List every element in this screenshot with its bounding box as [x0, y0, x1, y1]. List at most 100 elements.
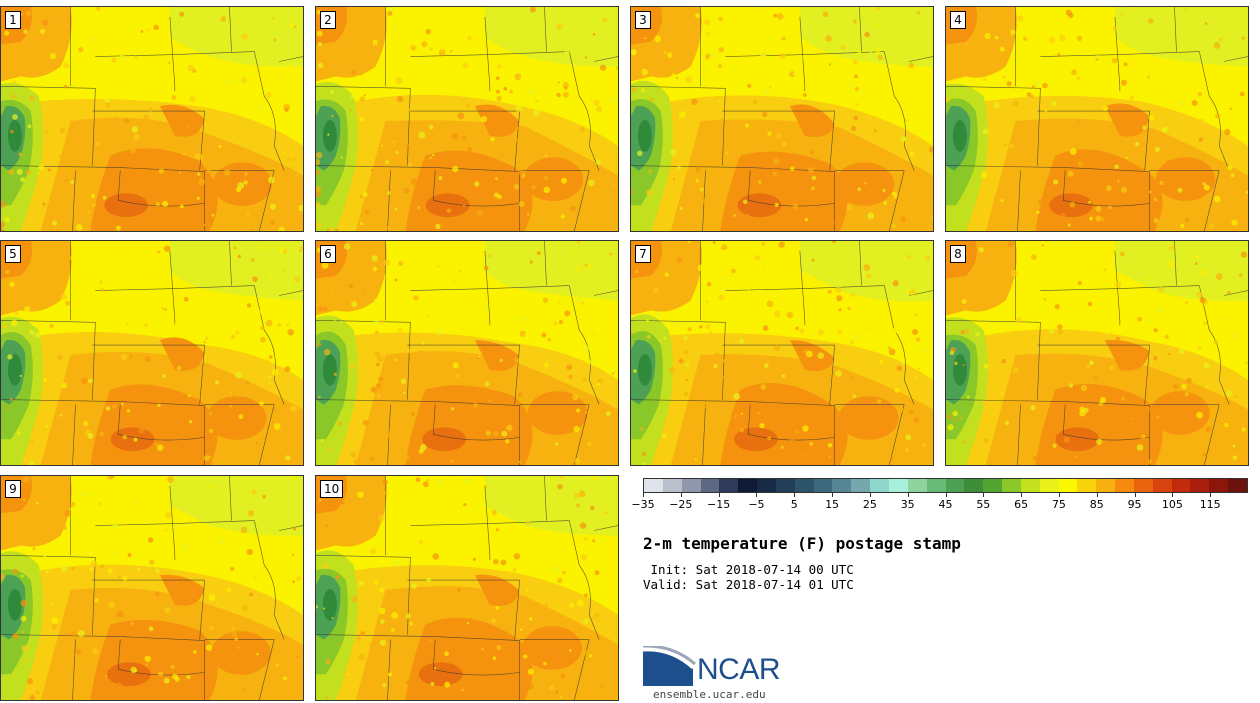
- logo-url[interactable]: ensemble.ucar.edu: [653, 688, 766, 701]
- colorbar-tick-label: 95: [1127, 498, 1142, 511]
- colorbar-segment: [794, 479, 814, 492]
- colorbar-tick: [756, 493, 758, 497]
- member-label: 8: [950, 245, 966, 263]
- colorbar-tick-label: 105: [1161, 498, 1183, 511]
- temperature-map-7: [631, 241, 933, 465]
- colorbar-segment: [738, 479, 758, 492]
- temperature-map-2: [316, 7, 618, 231]
- member-label: 2: [320, 11, 336, 29]
- member-panel-3[interactable]: 3: [630, 6, 934, 232]
- member-label: 10: [320, 480, 344, 498]
- member-panel-7[interactable]: 7: [630, 240, 934, 466]
- colorbar-tick-label: 45: [938, 498, 953, 511]
- colorbar-segment: [700, 479, 720, 492]
- colorbar-segment: [1058, 479, 1078, 492]
- member-panel-2[interactable]: 2: [315, 6, 619, 232]
- colorbar-segment: [851, 479, 871, 492]
- temperature-map-6: [316, 241, 618, 465]
- member-panel-5[interactable]: 5: [0, 240, 304, 466]
- colorbar-tick-label: 85: [1089, 498, 1104, 511]
- colorbar-tick: [643, 493, 644, 497]
- colorbar-segment: [719, 479, 739, 492]
- member-label: 5: [5, 245, 21, 263]
- colorbar-tick-label: 55: [976, 498, 991, 511]
- colorbar-tick: [1096, 493, 1098, 497]
- member-panel-6[interactable]: 6: [315, 240, 619, 466]
- colorbar-tick: [832, 493, 834, 497]
- colorbar-tick: [1134, 493, 1136, 497]
- colorbar-segment: [945, 479, 965, 492]
- member-panel-1[interactable]: 1: [0, 6, 304, 232]
- colorbar-segment: [662, 479, 682, 492]
- colorbar-segment: [644, 479, 663, 492]
- colorbar-tick: [1210, 493, 1212, 497]
- colorbar-tick: [1021, 493, 1023, 497]
- colorbar-tick-label: 75: [1051, 498, 1066, 511]
- ncar-logo-icon[interactable]: [643, 646, 793, 688]
- member-panel-10[interactable]: 10: [315, 475, 619, 701]
- colorbar-segment: [1020, 479, 1040, 492]
- temperature-map-9: [1, 476, 303, 700]
- member-label: 1: [5, 11, 21, 29]
- colorbar-segment: [1209, 479, 1229, 492]
- member-panel-9[interactable]: 9: [0, 475, 304, 701]
- valid-time: Valid: Sat 2018-07-14 01 UTC: [643, 577, 854, 592]
- colorbar-tick: [983, 493, 985, 497]
- colorbar-tick: [794, 493, 796, 497]
- colorbar-tick-label: 115: [1199, 498, 1221, 511]
- colorbar-segment: [1002, 479, 1021, 492]
- colorbar-ticks: −35 −25 −15 −5 5 15 25 35 45 55 65 75 85 95 105 115: [631, 493, 1248, 513]
- colorbar-tick-label: 25: [862, 498, 877, 511]
- colorbar-tick-label: −25: [669, 498, 693, 511]
- colorbar-segment: [907, 479, 927, 492]
- colorbar-tick-label: −5: [748, 498, 765, 511]
- colorbar-tick-label: 65: [1014, 498, 1029, 511]
- colorbar-segment: [1077, 479, 1097, 492]
- temperature-colorbar: [643, 478, 1248, 493]
- colorbar-tick: [680, 493, 682, 497]
- colorbar-segment: [1228, 479, 1247, 492]
- colorbar-segment: [870, 479, 889, 492]
- init-time: Init: Sat 2018-07-14 00 UTC: [643, 562, 854, 577]
- colorbar-segment: [1190, 479, 1210, 492]
- member-panel-8[interactable]: 8: [945, 240, 1249, 466]
- colorbar-segment: [757, 479, 776, 492]
- colorbar-segment: [1133, 479, 1153, 492]
- colorbar-segment: [681, 479, 701, 492]
- colorbar-tick: [945, 493, 947, 497]
- colorbar-segment: [888, 479, 908, 492]
- temperature-map-8: [946, 241, 1248, 465]
- colorbar-tick-label: −15: [707, 498, 731, 511]
- temperature-map-4: [946, 7, 1248, 231]
- colorbar-segment: [983, 479, 1003, 492]
- colorbar-tick: [869, 493, 871, 497]
- colorbar-segment: [832, 479, 852, 492]
- member-panel-4[interactable]: 4: [945, 6, 1249, 232]
- colorbar-tick: [1058, 493, 1060, 497]
- colorbar-tick-label: −35: [631, 498, 655, 511]
- temperature-map-1: [1, 7, 303, 231]
- colorbar-segment: [1115, 479, 1134, 492]
- member-label: 9: [5, 480, 21, 498]
- ncar-logo-text[interactable]: NCAR: [697, 653, 781, 686]
- colorbar-segment: [1039, 479, 1059, 492]
- temperature-map-3: [631, 7, 933, 231]
- colorbar-segment: [1152, 479, 1172, 492]
- colorbar-segment: [926, 479, 946, 492]
- temperature-map-5: [1, 241, 303, 465]
- colorbar-tick-label: 5: [790, 498, 798, 511]
- colorbar-segment: [1171, 479, 1191, 492]
- member-label: 3: [635, 11, 651, 29]
- colorbar-tick: [907, 493, 909, 497]
- member-label: 6: [320, 245, 336, 263]
- colorbar-tick-label: 15: [825, 498, 840, 511]
- colorbar-tick: [1172, 493, 1174, 497]
- temperature-map-10: [316, 476, 618, 700]
- colorbar-segment: [1096, 479, 1116, 492]
- member-label: 7: [635, 245, 651, 263]
- member-label: 4: [950, 11, 966, 29]
- colorbar-segment: [964, 479, 984, 492]
- colorbar-tick: [718, 493, 720, 497]
- colorbar-tick-label: 35: [900, 498, 915, 511]
- colorbar-segment: [775, 479, 795, 492]
